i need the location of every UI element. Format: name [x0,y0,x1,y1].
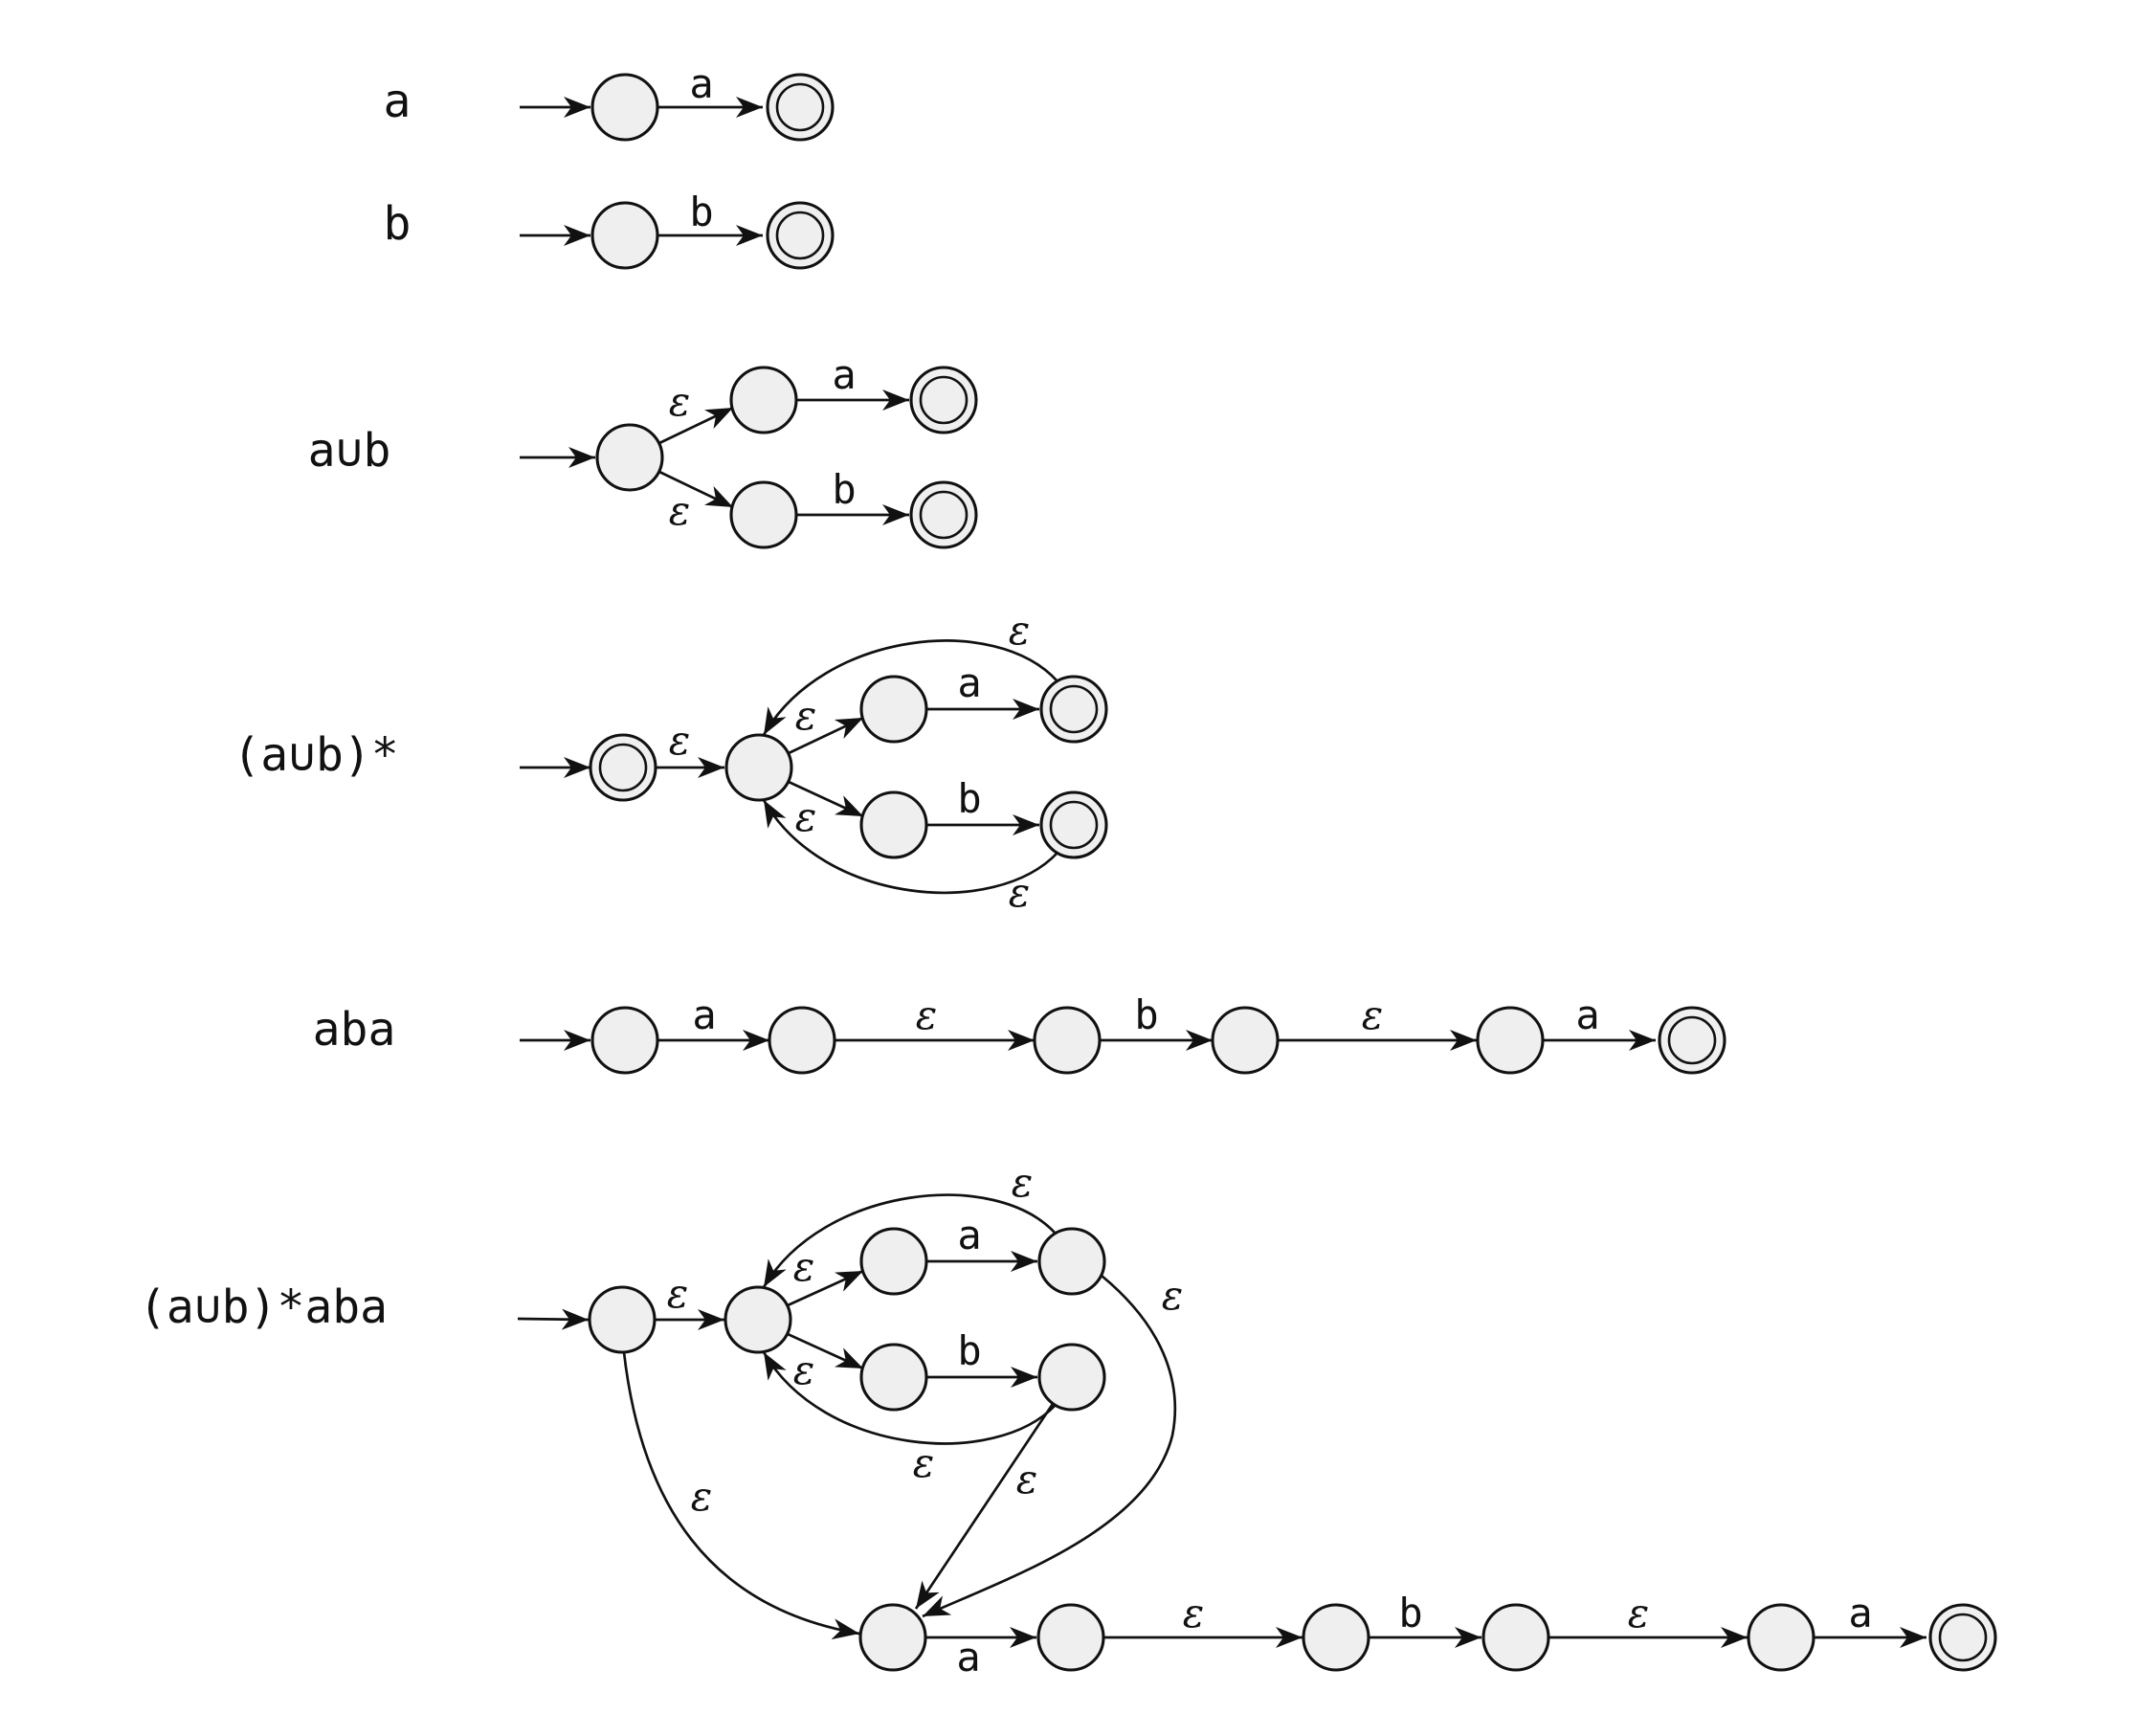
transition-arrow [787,1332,864,1370]
state [724,1285,792,1354]
transition-label-a: a [689,60,713,107]
transition-label-epsilon: ε [1183,1590,1205,1636]
transition-label-b: b [957,775,981,822]
nfa-b: b b [384,189,835,270]
nfa-star-concat-aba: (a∪b)*aba ε ε ε a b ε ε ε ε ε a ε [139,1159,1997,1680]
state [768,1006,836,1075]
nfa-aba: aba a ε b ε a [313,991,1726,1075]
transition-label-epsilon: ε [1016,1456,1038,1502]
transition-arrow [658,406,734,445]
transition-label-epsilon: ε [1009,869,1031,916]
accept-ring [1049,684,1099,734]
transition-label-b: b [689,189,713,235]
row-label: (a∪b)* [233,728,398,782]
state [729,366,798,434]
transition-label-epsilon: ε [691,1473,713,1520]
accept-ring [775,82,825,132]
state [1476,1006,1545,1075]
state [859,675,928,744]
transition-arrow [658,470,734,509]
row-label: a [384,75,412,128]
transition-label-epsilon: ε [669,378,691,425]
state [1037,1343,1106,1412]
transition-label-epsilon: ε [1162,1272,1184,1319]
state [590,201,659,270]
row-label: b [384,197,412,251]
state [858,1603,927,1672]
row-label: (a∪b)*aba [139,1280,388,1334]
transition-label-epsilon: ε [1009,607,1031,654]
state [590,73,659,142]
transition-label-a: a [692,991,716,1038]
transition-label-epsilon: ε [667,1270,689,1317]
loop-back-arrow [762,639,1059,736]
transition-label-epsilon: ε [913,1439,935,1486]
nfa-a-union-b: a∪b ε ε a b [308,351,978,549]
transition-label-a: a [956,1634,980,1680]
transition-label-b: b [1134,991,1158,1038]
state [1302,1603,1370,1672]
accept-ring [1938,1613,1988,1662]
state [595,423,664,492]
transition-label-epsilon: ε [1362,991,1384,1038]
transition-arrow [788,780,864,818]
transition-label-a: a [832,351,856,398]
transition-label-a: a [1848,1590,1872,1636]
transition-label-epsilon: ε [795,692,817,739]
accept-ring [1667,1015,1717,1065]
transition-label-a: a [1575,991,1599,1038]
accept-ring [919,490,969,540]
accept-ring [775,211,825,260]
state [1481,1603,1550,1672]
transition-label-epsilon: ε [1628,1590,1650,1636]
transition-label-epsilon: ε [669,487,691,534]
nfa-star: (a∪b)* ε ε ε a b ε ε [233,607,1108,916]
loop-back-arrow [762,799,1058,895]
state [1747,1603,1815,1672]
transition-arrow [788,716,864,755]
start-arrow [517,1308,590,1330]
transition-label-epsilon: ε [793,1347,815,1393]
state [1033,1006,1102,1075]
state [859,790,928,859]
accept-ring [598,743,648,792]
transition-label-b: b [832,466,856,513]
exit-arrow [922,1274,1177,1618]
state [590,1006,659,1075]
transition-label-b: b [1398,1590,1422,1636]
transition-label-epsilon: ε [916,991,938,1038]
accept-ring [1049,800,1099,850]
skip-arrow [622,1351,860,1640]
transition-label-a: a [957,659,981,706]
state [1037,1227,1106,1296]
nfa-a: a a [384,60,835,142]
state [1211,1006,1280,1075]
state [724,733,793,802]
transition-arrow [914,1403,1055,1610]
transition-label-epsilon: ε [795,793,817,840]
state [1036,1603,1105,1672]
transition-label-b: b [957,1327,981,1374]
loop-back-arrow [762,1351,1057,1445]
row-label: a∪b [308,424,391,478]
transition-label-a: a [957,1212,981,1258]
transition-label-epsilon: ε [1012,1159,1034,1206]
accept-ring [919,375,969,425]
transition-label-epsilon: ε [793,1243,815,1290]
state [859,1227,928,1296]
transition-label-epsilon: ε [669,717,691,764]
loop-back-arrow [762,1193,1057,1288]
state [729,480,798,549]
state [588,1285,657,1354]
state [859,1343,928,1412]
row-label: aba [313,1003,396,1057]
transition-arrow [787,1269,864,1307]
